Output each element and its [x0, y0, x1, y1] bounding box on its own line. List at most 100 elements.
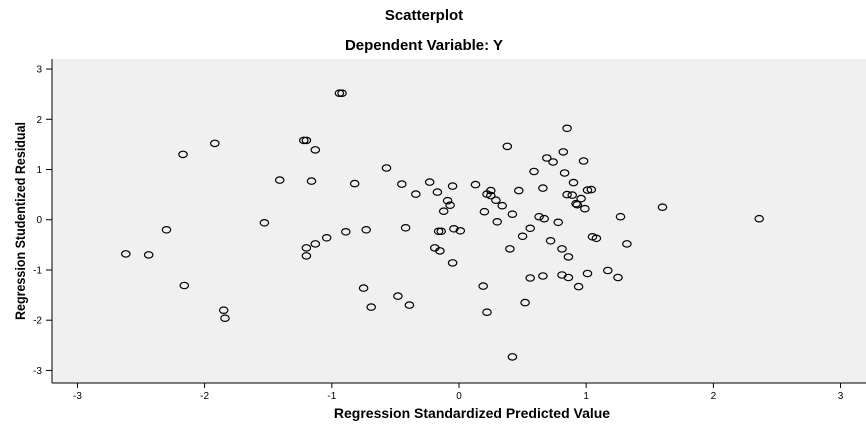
data-point-24 — [361, 226, 371, 234]
data-point-49 — [482, 308, 492, 317]
y-tick-label: 0 — [36, 215, 42, 226]
data-point-8 — [220, 314, 230, 323]
data-point-31 — [410, 190, 421, 198]
data-point-69 — [541, 154, 552, 162]
data-point-62 — [525, 224, 535, 233]
data-point-84 — [572, 200, 583, 209]
data-point-26 — [381, 164, 392, 172]
data-point-9 — [259, 219, 270, 227]
y-tick-label: 3 — [36, 65, 42, 76]
data-point-61 — [520, 298, 530, 307]
data-point-60 — [517, 232, 528, 241]
data-point-56 — [505, 245, 515, 253]
data-point-64 — [529, 167, 539, 176]
data-point-89 — [582, 186, 593, 194]
data-point-53 — [492, 218, 502, 226]
data-point-98 — [657, 203, 668, 212]
data-point-83 — [571, 199, 581, 208]
data-point-63 — [525, 274, 535, 282]
data-point-47 — [479, 207, 490, 216]
x-tick-label: -1 — [327, 391, 336, 402]
data-point-16 — [310, 146, 321, 154]
data-point-54 — [497, 201, 507, 210]
data-point-38 — [438, 207, 449, 216]
data-point-67 — [538, 184, 548, 192]
x-tick-label: 0 — [456, 391, 462, 402]
data-point-88 — [580, 204, 590, 213]
data-point-50 — [485, 186, 496, 195]
data-point-72 — [553, 218, 563, 227]
data-point-34 — [432, 188, 443, 196]
data-point-81 — [567, 191, 577, 199]
data-point-85 — [573, 282, 584, 291]
data-point-91 — [586, 185, 597, 194]
data-point-82 — [568, 178, 579, 187]
data-point-45 — [470, 180, 481, 189]
data-point-78 — [562, 190, 572, 199]
data-point-36 — [435, 247, 445, 255]
y-tick-label: 1 — [36, 165, 42, 176]
axes-layer: 3 2 1 0 -1 -2 -3 -3 -2 -1 0 1 2 3 — [33, 59, 866, 402]
data-point-46 — [478, 282, 488, 290]
data-point-20 — [337, 89, 347, 98]
data-point-5 — [179, 281, 190, 290]
data-point-37 — [436, 227, 446, 236]
data-point-90 — [582, 269, 593, 278]
data-point-41 — [447, 182, 458, 190]
data-point-14 — [301, 252, 312, 260]
data-point-68 — [539, 214, 549, 223]
data-point-25 — [366, 303, 376, 311]
data-point-86 — [576, 194, 586, 203]
x-tick-label: -2 — [200, 391, 209, 402]
data-point-99 — [754, 214, 764, 223]
x-axis-label: Regression Standardized Predicted Value — [334, 405, 610, 421]
chart-title: Scatterplot — [385, 7, 463, 24]
data-point-23 — [358, 284, 369, 292]
data-point-43 — [449, 225, 459, 233]
x-tick-label: -3 — [73, 391, 82, 402]
data-point-52 — [491, 196, 501, 205]
plot-area — [52, 59, 866, 383]
data-point-65 — [534, 212, 544, 221]
data-point-18 — [321, 234, 332, 242]
data-point-29 — [400, 224, 411, 232]
y-axis-label: Regression Studentized Residual — [12, 122, 28, 320]
data-point-95 — [613, 273, 623, 282]
data-point-39 — [442, 196, 453, 205]
data-point-77 — [562, 124, 572, 133]
x-tick-label: 1 — [583, 391, 589, 402]
data-point-21 — [340, 228, 351, 236]
marks-layer — [121, 89, 764, 361]
y-tick-label: -2 — [33, 316, 42, 327]
data-point-6 — [210, 139, 220, 148]
y-tick-label: 2 — [36, 115, 42, 126]
x-tick-label: 3 — [838, 391, 844, 402]
data-point-58 — [507, 353, 518, 361]
data-point-87 — [578, 157, 589, 165]
data-point-15 — [306, 177, 317, 185]
y-tick-label: -1 — [33, 265, 42, 276]
data-point-28 — [396, 180, 407, 188]
data-point-12 — [301, 136, 312, 145]
data-point-93 — [591, 234, 602, 243]
data-point-97 — [622, 240, 632, 248]
data-point-17 — [310, 240, 321, 248]
data-point-44 — [455, 227, 466, 235]
data-point-27 — [393, 292, 403, 300]
data-point-32 — [424, 178, 435, 186]
data-point-1 — [121, 250, 131, 258]
data-point-10 — [274, 176, 285, 184]
data-point-2 — [143, 251, 154, 259]
data-point-51 — [485, 191, 496, 200]
data-point-70 — [545, 237, 556, 245]
data-point-79 — [563, 253, 574, 261]
data-point-71 — [548, 158, 558, 166]
data-point-40 — [445, 201, 455, 210]
data-point-13 — [301, 244, 312, 252]
data-point-80 — [563, 273, 574, 282]
data-point-22 — [349, 179, 360, 188]
data-point-94 — [602, 266, 613, 275]
data-point-59 — [513, 186, 524, 195]
data-point-3 — [161, 226, 172, 234]
